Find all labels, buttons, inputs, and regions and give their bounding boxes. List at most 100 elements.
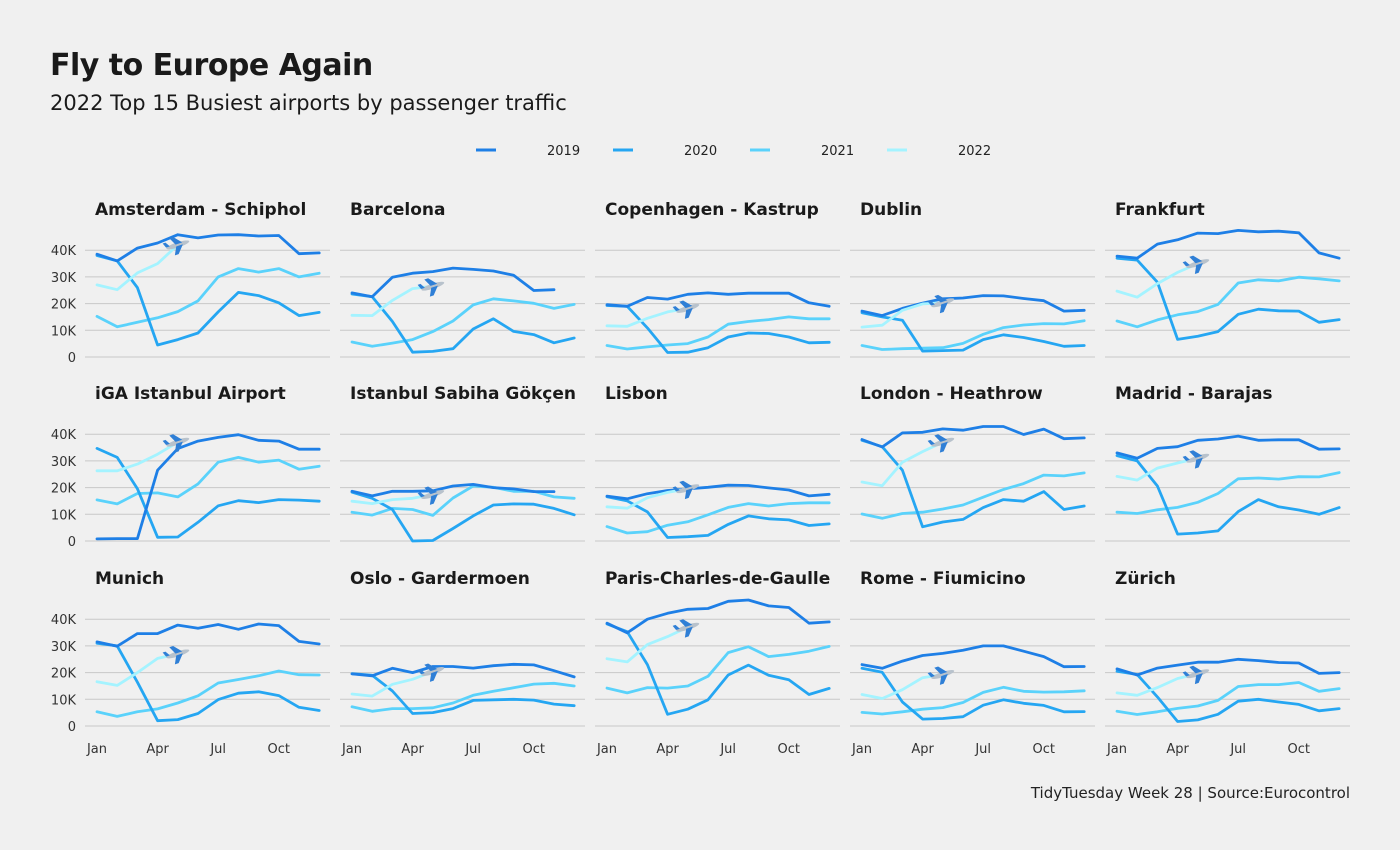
panel-title: Amsterdam - Schiphol xyxy=(95,200,306,220)
legend-label-2021: 2021 xyxy=(821,144,854,159)
airplane-fuselage xyxy=(1186,669,1210,679)
x-tick-label: Jul xyxy=(1229,742,1246,757)
airplane-wing xyxy=(424,486,438,495)
panel: Zürich Jan Apr Jul Oct xyxy=(1105,569,1350,757)
airplane-wing xyxy=(424,663,438,672)
x-tick-label: Jul xyxy=(719,742,736,757)
airplane-fuselage xyxy=(166,240,190,250)
x-tick-label: Apr xyxy=(656,742,679,757)
y-tick-label: 10K xyxy=(51,693,77,708)
series-line-2022 xyxy=(605,625,690,664)
airplane-wing xyxy=(679,480,693,489)
y-tick-label: 30K xyxy=(51,640,77,655)
series-line-2022 xyxy=(605,306,690,328)
airplane-tail xyxy=(672,486,680,492)
airplane-fuselage xyxy=(931,437,955,447)
airplane-wing xyxy=(934,434,948,442)
airplane-tail xyxy=(672,306,680,312)
legend-label-2019: 2019 xyxy=(547,144,580,159)
airplane-wing xyxy=(429,493,438,505)
airplane-wing xyxy=(174,441,183,453)
x-tick-label: Oct xyxy=(1033,742,1055,757)
y-tick-label: 40K xyxy=(51,428,77,443)
series-line-2022 xyxy=(1115,672,1200,697)
panel: Rome - Fiumicino Jan Apr Jul Oct xyxy=(850,569,1095,757)
airplane-fuselage xyxy=(1186,259,1210,269)
series-line-2021 xyxy=(350,297,576,348)
x-tick-label: Apr xyxy=(911,742,934,757)
series-line-2021 xyxy=(860,685,1086,716)
panel-title: London - Heathrow xyxy=(860,384,1043,404)
x-tick-label: Jan xyxy=(851,742,872,757)
airplane-wing xyxy=(429,285,438,297)
airplane-wing xyxy=(679,300,693,309)
airplane-tail xyxy=(162,242,170,248)
airplane-wing xyxy=(1189,255,1203,264)
series-line-2021 xyxy=(1115,275,1341,329)
series-line-2020 xyxy=(95,641,321,723)
airplane-tail xyxy=(672,624,680,630)
airplane-fuselage xyxy=(676,622,700,632)
x-tick-label: Oct xyxy=(1288,742,1310,757)
series-line-2020 xyxy=(605,304,831,354)
panel: Oslo - Gardermoen Jan Apr Jul Oct xyxy=(340,569,585,757)
airplane-wing xyxy=(174,653,183,665)
airplane-tail xyxy=(417,492,425,498)
airplane-icon xyxy=(1182,665,1210,685)
airplane-icon xyxy=(672,619,700,638)
airplane-icon xyxy=(927,294,955,314)
series-line-2020 xyxy=(605,622,831,716)
airplane-icon xyxy=(1182,450,1210,469)
airplane-wing xyxy=(939,441,948,453)
x-tick-label: Jan xyxy=(341,742,362,757)
x-tick-label: Jul xyxy=(209,742,226,757)
series-line-2019 xyxy=(350,662,576,679)
series-line-2019 xyxy=(1115,228,1341,260)
panel: Lisbon xyxy=(595,384,840,542)
x-tick-label: Oct xyxy=(268,742,290,757)
series-line-2022 xyxy=(95,440,180,473)
panel-title: Paris-Charles-de-Gaulle xyxy=(605,569,830,589)
legend-label-2022: 2022 xyxy=(958,144,991,159)
series-line-2019 xyxy=(95,433,321,541)
panel: Istanbul Sabiha Gökçen xyxy=(340,384,585,543)
airplane-tail xyxy=(927,300,935,306)
chart-subtitle: 2022 Top 15 Busiest airports by passenge… xyxy=(50,91,567,115)
airplane-wing xyxy=(679,619,693,627)
panel-title: Istanbul Sabiha Gökçen xyxy=(350,384,576,404)
airplane-tail xyxy=(162,439,170,445)
panel-title: iGA Istanbul Airport xyxy=(95,384,286,404)
y-tick-label: 10K xyxy=(51,508,77,523)
y-tick-label: 40K xyxy=(51,613,77,628)
series-line-2022 xyxy=(350,670,435,698)
airplane-wing xyxy=(1194,673,1203,685)
airplane-wing xyxy=(684,626,693,638)
x-tick-label: Oct xyxy=(778,742,800,757)
series-line-2021 xyxy=(605,501,831,535)
panel-title: Lisbon xyxy=(605,384,668,404)
series-line-2019 xyxy=(350,482,556,498)
airplane-fuselage xyxy=(676,303,700,313)
y-tick-label: 30K xyxy=(51,271,77,286)
airplane-fuselage xyxy=(166,649,190,659)
airplane-icon xyxy=(927,666,955,685)
airplane-wing xyxy=(1194,263,1203,275)
series-line-2021 xyxy=(95,669,321,718)
series-line-2021 xyxy=(860,471,1086,520)
airplane-wing xyxy=(169,434,183,442)
series-line-2019 xyxy=(860,294,1086,318)
panel-title: Oslo - Gardermoen xyxy=(350,569,530,589)
series-line-2019 xyxy=(860,425,1086,449)
airplane-icon xyxy=(162,645,190,665)
airplane-fuselage xyxy=(931,298,955,308)
series-line-2022 xyxy=(95,652,180,687)
y-tick-label: 20K xyxy=(51,482,77,497)
airplane-tail xyxy=(417,669,425,675)
airplane-icon xyxy=(162,434,190,453)
airplane-wing xyxy=(939,673,948,685)
series-line-2019 xyxy=(860,644,1086,670)
panel-title: Rome - Fiumicino xyxy=(860,569,1026,589)
airplane-icon xyxy=(417,663,445,682)
airplane-fuselage xyxy=(676,484,700,494)
